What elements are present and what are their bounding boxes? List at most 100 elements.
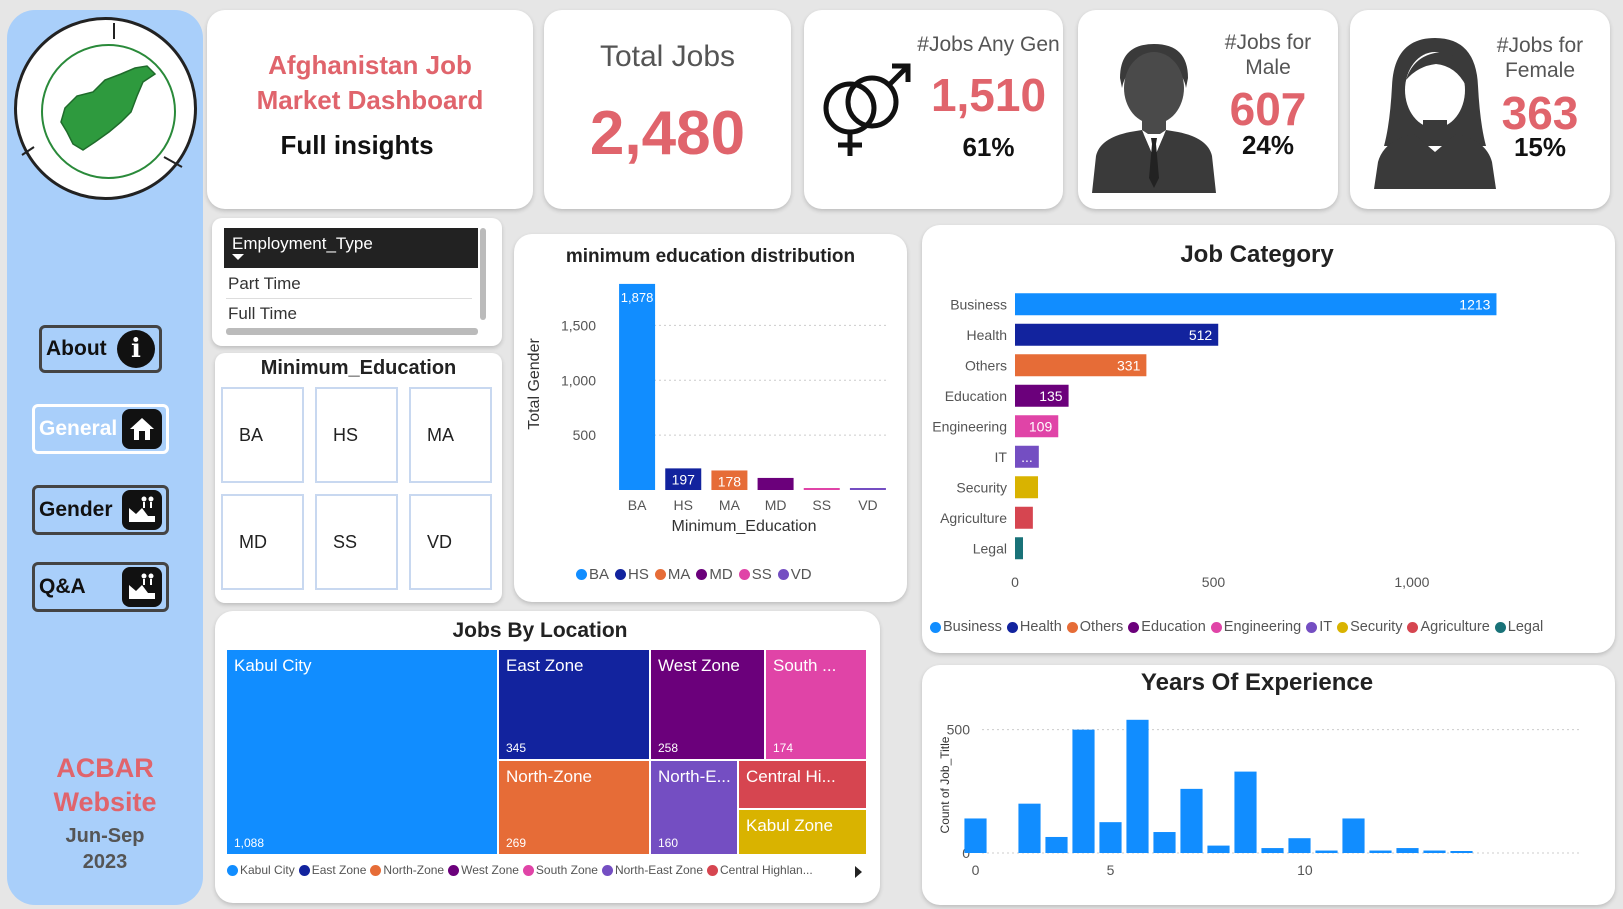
legend-item[interactable]: North-East Zone xyxy=(601,863,703,877)
any-gender-label: #Jobs Any Gen xyxy=(917,33,1060,56)
bar-hs[interactable] xyxy=(665,468,702,490)
experience-bar[interactable] xyxy=(1045,836,1068,853)
bar-health[interactable] xyxy=(1015,323,1219,346)
horizontal-scrollbar[interactable] xyxy=(226,328,478,335)
legend-label: Others xyxy=(1079,619,1124,635)
legend-item[interactable]: MD xyxy=(696,566,733,583)
male-jobs-value: 607 xyxy=(1229,83,1307,135)
experience-bar[interactable] xyxy=(1180,788,1203,853)
bar-ba[interactable] xyxy=(619,283,656,490)
about-button[interactable]: About i xyxy=(39,325,162,373)
experience-bar[interactable] xyxy=(1315,850,1338,853)
treemap-tile-value: 269 xyxy=(506,836,527,850)
qa-button[interactable]: Q&A xyxy=(32,562,169,612)
bar-legal[interactable] xyxy=(1015,537,1023,560)
employment-type-header[interactable]: Employment_Type xyxy=(224,228,478,268)
experience-bar[interactable] xyxy=(1396,848,1419,853)
treemap-tile[interactable]: North-Zone 269 xyxy=(499,761,649,854)
slicer-item-full-time[interactable]: Full Time xyxy=(228,304,297,323)
legend-item[interactable]: Security xyxy=(1337,619,1402,635)
legend-item[interactable]: Central Highlan... xyxy=(707,863,813,877)
experience-bar[interactable] xyxy=(1153,832,1176,853)
legend-item[interactable]: Others xyxy=(1066,619,1124,635)
x-tick-label: 5 xyxy=(1107,862,1115,878)
legend-label: South Zone xyxy=(535,863,598,877)
experience-bar[interactable] xyxy=(964,818,987,853)
education-slicer-title: Minimum_Education xyxy=(260,357,457,379)
bar-business[interactable] xyxy=(1015,293,1497,316)
treemap-tile[interactable]: Kabul Zone xyxy=(739,810,866,854)
treemap-tile[interactable]: West Zone 258 xyxy=(651,650,764,759)
treemap-tile[interactable]: Kabul City 1,088 xyxy=(227,650,497,854)
treemap-tile[interactable]: Central Hi... xyxy=(739,761,866,808)
treemap-tile-value: 258 xyxy=(658,741,679,755)
education-tile-ma[interactable]: MA xyxy=(409,387,492,483)
legend-item[interactable]: SS xyxy=(738,566,772,583)
gender-button[interactable]: Gender xyxy=(32,485,169,535)
legend-dot xyxy=(738,569,750,580)
legend-item[interactable]: South Zone xyxy=(522,863,598,877)
experience-bar[interactable] xyxy=(1018,803,1041,853)
legend-dot xyxy=(696,569,708,580)
legend-item[interactable]: HS xyxy=(615,566,649,583)
legend-item[interactable]: Business xyxy=(930,619,1002,635)
education-tile-vd[interactable]: VD xyxy=(409,494,492,590)
experience-bar[interactable] xyxy=(1288,838,1311,853)
experience-bar[interactable] xyxy=(1423,850,1446,853)
treemap-tile[interactable]: East Zone 345 xyxy=(499,650,649,759)
bar-md[interactable] xyxy=(757,477,794,490)
bar-agriculture[interactable] xyxy=(1015,506,1033,529)
education-tile-ss[interactable]: SS xyxy=(315,494,398,590)
acbar-link-line2[interactable]: Website xyxy=(53,787,157,817)
bar-engineering[interactable] xyxy=(1015,415,1059,438)
experience-bar[interactable] xyxy=(1342,818,1365,853)
any-gender-pct: 61% xyxy=(962,132,1015,162)
legend-item[interactable]: BA xyxy=(576,566,609,583)
general-button[interactable]: General xyxy=(32,404,169,454)
experience-bar[interactable] xyxy=(1099,822,1122,853)
legend-label: North-Zone xyxy=(383,863,445,877)
legend-item[interactable]: Legal xyxy=(1494,619,1543,635)
legend-scroll-right-icon[interactable] xyxy=(855,866,862,878)
qa-label: Q&A xyxy=(39,575,86,598)
education-tile-hs[interactable]: HS xyxy=(315,387,398,483)
legend-item[interactable]: Education xyxy=(1128,619,1206,635)
bar-ma[interactable] xyxy=(711,470,748,490)
treemap-tile[interactable]: South ... 174 xyxy=(766,650,866,759)
legend-item[interactable]: North-Zone xyxy=(370,863,444,877)
legend-item[interactable]: West Zone xyxy=(448,863,519,877)
bar-it[interactable] xyxy=(1015,445,1039,468)
treemap-tile-name: West Zone xyxy=(658,656,740,675)
male-avatar-icon xyxy=(1092,44,1216,193)
legend-label: Agriculture xyxy=(1420,619,1490,635)
legend-item[interactable]: Kabul City xyxy=(227,863,295,877)
legend-item[interactable]: Agriculture xyxy=(1407,619,1490,635)
treemap-tile[interactable]: North-E... 160 xyxy=(651,761,737,854)
period-year: 2023 xyxy=(82,851,128,873)
bar-vd[interactable] xyxy=(849,488,886,490)
experience-bar[interactable] xyxy=(1369,850,1392,853)
legend-item[interactable]: Health xyxy=(1006,619,1062,635)
slicer-item-part-time[interactable]: Part Time xyxy=(228,274,301,293)
experience-bar[interactable] xyxy=(1126,719,1149,853)
legend-dot xyxy=(1407,621,1419,633)
bar-security[interactable] xyxy=(1015,476,1039,499)
legend-item[interactable]: IT xyxy=(1306,619,1332,635)
experience-bar[interactable] xyxy=(1234,771,1257,853)
bar-education[interactable] xyxy=(1015,384,1069,407)
bar-ss[interactable] xyxy=(803,488,840,490)
vertical-scrollbar[interactable] xyxy=(480,228,486,320)
legend-item[interactable]: East Zone xyxy=(298,863,366,877)
experience-bar[interactable] xyxy=(1072,729,1095,853)
experience-bar[interactable] xyxy=(1261,848,1284,853)
legend-label: Health xyxy=(1019,619,1062,635)
experience-bar[interactable] xyxy=(1207,845,1230,853)
education-tile-ba[interactable]: BA xyxy=(221,387,304,483)
acbar-link-line1[interactable]: ACBAR xyxy=(56,753,154,783)
legend-item[interactable]: Engineering xyxy=(1210,619,1301,635)
legend-item[interactable]: VD xyxy=(777,566,812,583)
education-tile-md[interactable]: MD xyxy=(221,494,304,590)
experience-bar[interactable] xyxy=(1450,851,1473,853)
legend-item[interactable]: MA xyxy=(654,566,690,583)
bar-others[interactable] xyxy=(1015,354,1147,377)
